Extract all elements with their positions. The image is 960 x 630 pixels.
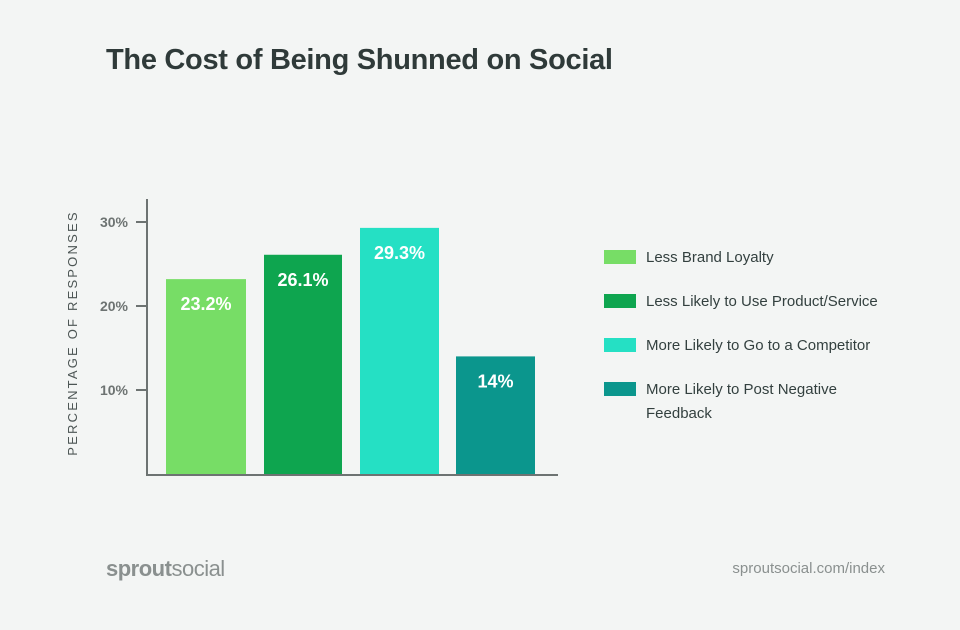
legend: Less Brand Loyalty Less Likely to Use Pro… xyxy=(604,246,924,446)
legend-label: More Likely to Post Negative Feedback xyxy=(646,381,837,422)
legend-label: Less Likely to Use Product/Service xyxy=(646,293,878,310)
bar-4 xyxy=(456,356,535,474)
bar-1 xyxy=(166,279,246,474)
bar-2 xyxy=(264,254,342,474)
legend-swatch xyxy=(604,382,636,396)
logo-light: social xyxy=(171,556,225,581)
bar-3 xyxy=(360,227,439,474)
y-tick-label: 10% xyxy=(100,382,129,398)
legend-item: Less Brand Loyalty xyxy=(604,246,924,270)
legend-label: Less Brand Loyalty xyxy=(646,249,774,266)
data-label: 26.1% xyxy=(277,270,328,290)
source-link[interactable]: sproutsocial.com/index xyxy=(732,560,885,577)
y-tick-label: 30% xyxy=(100,214,129,230)
legend-item: More Likely to Post Negative Feedback xyxy=(604,378,924,426)
legend-swatch xyxy=(604,294,636,308)
sprout-social-logo: sproutsocial xyxy=(106,556,225,582)
legend-item: More Likely to Go to a Competitor xyxy=(604,334,924,358)
logo-bold: sprout xyxy=(106,556,172,581)
y-axis-label: PERCENTAGE OF RESPONSES xyxy=(65,210,80,455)
legend-swatch xyxy=(604,250,636,264)
data-label: 29.3% xyxy=(374,243,425,263)
legend-swatch xyxy=(604,338,636,352)
chart-title: The Cost of Being Shunned on Social xyxy=(106,44,613,76)
data-label: 14% xyxy=(477,371,513,391)
legend-label: More Likely to Go to a Competitor xyxy=(646,337,871,354)
data-label: 23.2% xyxy=(180,294,231,314)
y-tick-label: 20% xyxy=(100,298,129,314)
legend-item: Less Likely to Use Product/Service xyxy=(604,290,924,314)
